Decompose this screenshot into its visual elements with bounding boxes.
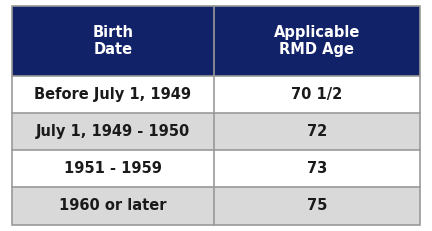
Text: 70 1/2: 70 1/2 — [291, 87, 343, 102]
Bar — [12, 76, 214, 113]
Text: 1951 - 1959: 1951 - 1959 — [64, 161, 162, 176]
Bar — [214, 150, 420, 187]
Bar — [12, 187, 214, 225]
Text: Before July 1, 1949: Before July 1, 1949 — [35, 87, 191, 102]
Text: 73: 73 — [307, 161, 327, 176]
Bar — [214, 76, 420, 113]
Text: 72: 72 — [307, 124, 327, 139]
Bar — [12, 150, 214, 187]
Bar — [214, 113, 420, 150]
Text: 1960 or later: 1960 or later — [59, 198, 167, 213]
Text: Applicable
RMD Age: Applicable RMD Age — [274, 25, 360, 57]
Text: Birth
Date: Birth Date — [92, 25, 133, 57]
Bar — [12, 113, 214, 150]
Bar — [12, 6, 420, 76]
Text: July 1, 1949 - 1950: July 1, 1949 - 1950 — [36, 124, 190, 139]
Text: 75: 75 — [307, 198, 327, 213]
Bar — [214, 187, 420, 225]
